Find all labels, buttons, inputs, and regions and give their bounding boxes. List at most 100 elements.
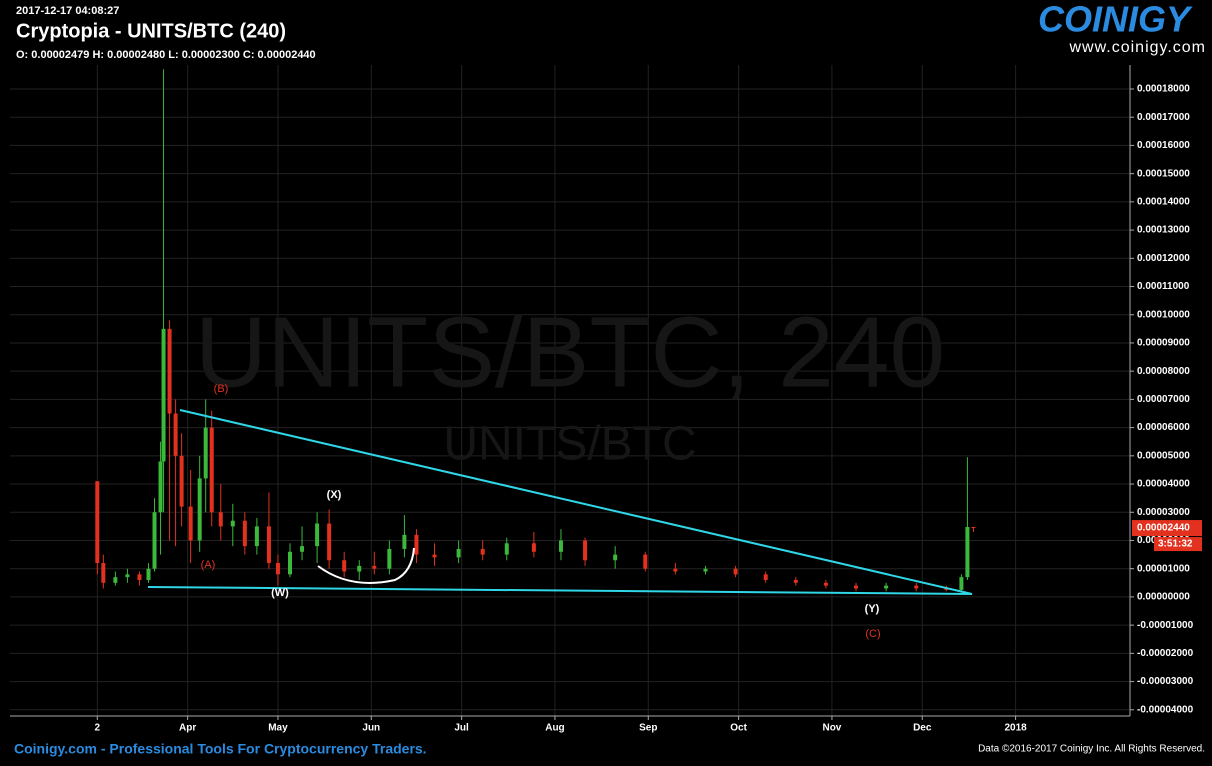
candles	[95, 69, 976, 592]
candle-body	[242, 520, 247, 547]
y-tick-label: 0.00011000	[1137, 281, 1190, 292]
price-tag	[1132, 520, 1202, 537]
x-tick-label: 2018	[1004, 723, 1027, 734]
candle-body	[357, 565, 362, 572]
y-tick-label: 0.00001000	[1137, 563, 1190, 574]
axis-labels: 0.00018000 0.00017000 0.00016000 0.00015000…	[95, 84, 1202, 734]
candle-body	[327, 523, 332, 561]
candle-body	[342, 560, 347, 572]
watermark-sub: UNITS/BTC	[443, 418, 696, 471]
candle-body	[387, 548, 392, 569]
candle-body	[101, 563, 106, 583]
trendline	[147, 586, 973, 595]
y-tick-label: 0.00018000	[1137, 84, 1190, 95]
annotation: (A)	[201, 559, 216, 571]
candle-body	[456, 548, 461, 558]
candle-body	[432, 554, 437, 558]
candle-body	[230, 520, 235, 527]
candle-body	[203, 427, 208, 479]
candle-body	[158, 461, 163, 513]
x-tick-label: 2	[95, 723, 101, 734]
y-tick-label: 0.00015000	[1137, 168, 1190, 179]
candle-body	[854, 585, 859, 589]
candle-body	[703, 568, 708, 572]
annotation: (X)	[327, 489, 342, 501]
y-tick-label: 0.00016000	[1137, 140, 1190, 151]
y-tick-label: 0.00004000	[1137, 479, 1190, 490]
candle-body	[971, 526, 976, 529]
candle-body	[480, 548, 485, 555]
x-tick-label: Sep	[639, 723, 657, 734]
x-tick-label: Nov	[822, 723, 841, 734]
y-tick-label: 0.00008000	[1137, 366, 1190, 377]
watermark: UNITS/BTC, 240	[195, 296, 945, 408]
countdown-box	[1154, 537, 1202, 552]
y-tick-label: 0.00005000	[1137, 450, 1190, 461]
candle-body	[300, 546, 305, 552]
candle-body	[372, 565, 377, 569]
candle-body	[266, 526, 271, 564]
candle-body	[763, 574, 768, 580]
candle-body	[152, 512, 157, 569]
y-tick-label: 0.00012000	[1137, 253, 1190, 264]
grid	[10, 65, 1130, 716]
candle-body	[288, 551, 292, 575]
price-tag-label: 0.00002440	[1137, 523, 1190, 534]
y-tick-label: -0.00004000	[1137, 704, 1194, 715]
logo-url: www.coinigy.com	[1068, 39, 1206, 56]
y-tick-label: 0.00017000	[1137, 112, 1190, 123]
annotation: (B)	[214, 383, 229, 395]
y-tick-label: 0.00006000	[1137, 422, 1190, 433]
candle-body	[137, 574, 142, 580]
footer-right: Data ©2016-2017 Coinigy Inc. All Rights …	[978, 744, 1205, 755]
candle-body	[504, 543, 509, 555]
countdown: 3:51:32	[1158, 539, 1193, 550]
candle-body	[733, 568, 738, 575]
candle-body	[643, 554, 648, 569]
x-tick-label: Aug	[545, 723, 564, 734]
candle-body	[95, 481, 100, 564]
candle-body	[173, 413, 178, 456]
x-tick-label: May	[268, 723, 288, 734]
y-tick-label: 0.00007000	[1137, 394, 1190, 405]
candle-body	[146, 568, 151, 580]
x-tick-label: Oct	[730, 723, 747, 734]
candle-body	[583, 540, 588, 561]
y-tick-label: 0.00000000	[1137, 592, 1190, 603]
candle-body	[531, 543, 536, 552]
candle-body	[884, 585, 889, 589]
x-tick-label: Apr	[179, 723, 196, 734]
candle-body	[197, 478, 202, 541]
candle-body	[959, 577, 964, 590]
timestamp: 2017-12-17 04:08:27	[16, 5, 119, 17]
candle-body	[402, 534, 407, 549]
candle-body	[914, 585, 919, 589]
ohlc: O: 0.00002479 H: 0.00002480 L: 0.0000230…	[16, 49, 316, 61]
candle-body	[944, 588, 949, 590]
candle-body	[167, 328, 172, 414]
arc-drawing	[317, 547, 415, 584]
candle-body	[179, 455, 184, 507]
candle-body	[209, 427, 214, 513]
y-tick-label: 0.00014000	[1137, 197, 1190, 208]
candle-body	[558, 540, 563, 552]
x-tick-label: Jul	[454, 723, 469, 734]
y-tick-label: 0.00003000	[1137, 507, 1190, 518]
candle-body	[315, 523, 320, 547]
candle-body	[793, 579, 798, 583]
annotation: (C)	[865, 628, 880, 640]
y-tick-label: -0.00003000	[1137, 676, 1194, 687]
candle-body	[275, 563, 280, 575]
y-tick-label: 0.00013000	[1137, 225, 1190, 236]
candle-body	[113, 577, 118, 583]
annotation: (Y)	[865, 603, 880, 615]
trendline	[179, 409, 973, 595]
footer-left: Coinigy.com - Professional Tools For Cry…	[14, 741, 427, 757]
y-tick-label: 0.00009000	[1137, 338, 1190, 349]
x-tick-label: Dec	[913, 723, 932, 734]
candle-body	[218, 512, 223, 527]
annotation: (W)	[271, 587, 289, 599]
y-tick-label: -0.00002000	[1137, 648, 1194, 659]
